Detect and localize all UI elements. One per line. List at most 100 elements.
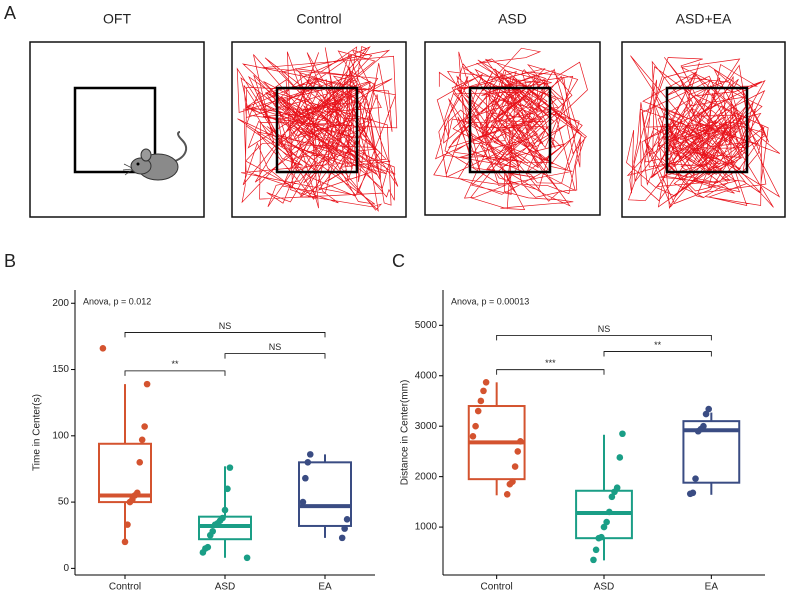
arena [621,41,786,218]
x-tick-label: Control [109,582,141,593]
arena-title: OFT [103,11,131,27]
track [433,47,588,210]
y-tick-label: 100 [52,430,69,441]
panel-label: B [4,251,16,271]
data-point [211,521,219,528]
data-point [694,427,702,435]
data-point [343,516,351,523]
y-tick-label: 2000 [415,471,438,482]
x-tick-label: ASD [215,582,236,593]
data-point [590,556,597,564]
data-point [224,485,231,493]
x-tick-label: EA [705,582,719,593]
data-point [595,534,603,542]
data-point [136,459,144,466]
data-point [619,430,626,438]
y-tick-label: 200 [52,298,69,309]
data-point [702,410,710,418]
y-tick-label: 50 [58,497,70,508]
track [236,45,399,212]
data-point [705,405,712,413]
mouse-icon [122,131,188,181]
box [298,461,352,527]
data-point [514,448,522,455]
data-point [469,432,477,440]
data-point [206,531,214,539]
center-zone [73,86,157,174]
box [98,442,152,504]
data-point [143,380,151,388]
x-tick-label: EA [318,582,332,593]
data-point [600,523,608,531]
arena [424,41,601,216]
y-tick-label: 0 [63,563,69,574]
x-tick-label: ASD [594,582,615,593]
data-point [603,518,610,526]
data-point [299,498,307,506]
arena-title: ASD+EA [676,11,732,27]
data-point [605,508,613,516]
y-axis-label: Distance in Center(mm) [400,380,411,486]
significance-bracket [496,334,712,341]
y-tick-label: 3000 [415,421,438,432]
significance-label: NS [219,321,232,331]
data-point [302,474,309,482]
y-tick-label: 150 [52,364,69,375]
whiskers [122,163,133,176]
box [682,420,741,484]
data-point [306,451,314,458]
y-axis-label: Time in Center(s) [32,394,43,471]
data-point [304,459,312,466]
significance-label: *** [545,358,556,368]
anova-label: Anova, p = 0.00013 [451,296,529,306]
data-point [99,345,107,352]
data-point [126,498,134,506]
significance-bracket [603,351,712,357]
data-point [138,436,146,444]
data-point [511,463,519,470]
data-point [124,521,131,528]
data-point [338,534,346,542]
significance-bracket [224,353,326,359]
y-tick-label: 5000 [415,320,438,331]
data-point [503,490,511,498]
mouse-tail [171,131,188,163]
center-zone [468,86,552,174]
arena-title: ASD [498,11,527,27]
significance-label: NS [598,324,611,334]
data-point [608,493,616,501]
data-point [477,397,485,405]
significance-bracket [496,369,605,375]
data-point [616,454,624,461]
panel-label: A [4,3,16,23]
panel-label: C [392,251,405,271]
data-point [506,480,514,488]
data-point [141,423,148,430]
data-point [482,379,490,386]
anova-label: Anova, p = 0.012 [83,296,151,306]
data-point [592,546,600,554]
data-point [243,554,251,562]
significance-label: NS [269,342,282,352]
data-point [474,407,482,415]
track [626,55,781,210]
data-point [199,549,207,556]
data-point [226,464,234,471]
mouse-ear [140,148,152,162]
y-tick-label: 4000 [415,370,438,381]
data-point [341,525,348,532]
significance-label: ** [654,340,662,350]
y-tick-label: 1000 [415,522,438,533]
mouse-eye [136,162,140,166]
significance-label: ** [171,359,179,369]
center-zone [275,86,359,174]
center-zone [665,86,749,174]
data-point [692,475,699,482]
data-point [221,506,229,514]
arena [29,41,205,218]
data-point [517,438,524,445]
data-point [686,490,694,498]
data-point [472,422,479,430]
mouse-head [130,157,152,175]
